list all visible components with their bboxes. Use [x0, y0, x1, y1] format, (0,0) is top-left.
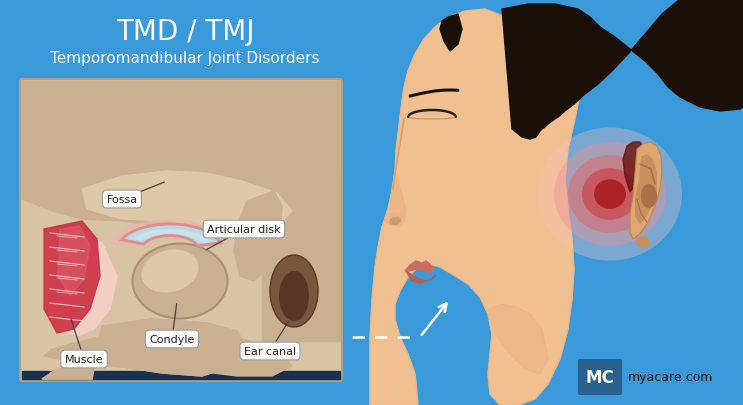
Text: Condyle: Condyle: [149, 304, 195, 344]
Polygon shape: [406, 271, 436, 284]
Text: MC: MC: [585, 368, 614, 386]
Polygon shape: [111, 220, 230, 247]
Text: Articular disk: Articular disk: [207, 224, 281, 250]
Polygon shape: [488, 304, 548, 374]
Text: Muscle: Muscle: [65, 319, 103, 364]
Polygon shape: [22, 371, 340, 379]
Ellipse shape: [554, 143, 666, 246]
Ellipse shape: [384, 213, 402, 226]
Polygon shape: [502, 0, 743, 140]
Text: Temporomandibular Joint Disorders: Temporomandibular Joint Disorders: [51, 50, 319, 65]
Polygon shape: [44, 329, 292, 376]
Ellipse shape: [279, 271, 309, 321]
Polygon shape: [623, 143, 645, 192]
Polygon shape: [44, 222, 100, 333]
Polygon shape: [42, 319, 247, 379]
Polygon shape: [630, 143, 662, 239]
Ellipse shape: [594, 180, 626, 209]
Ellipse shape: [389, 217, 401, 226]
Text: Ear canal: Ear canal: [244, 322, 296, 356]
Polygon shape: [370, 10, 582, 405]
Polygon shape: [262, 172, 340, 341]
Polygon shape: [122, 224, 221, 246]
Polygon shape: [42, 319, 247, 379]
FancyBboxPatch shape: [20, 80, 342, 381]
Polygon shape: [44, 226, 117, 336]
Polygon shape: [635, 155, 657, 224]
Ellipse shape: [538, 128, 682, 261]
Polygon shape: [133, 230, 211, 244]
Ellipse shape: [568, 156, 652, 233]
Polygon shape: [234, 192, 282, 281]
Text: myacare.com: myacare.com: [628, 371, 713, 384]
Polygon shape: [22, 82, 340, 230]
Ellipse shape: [636, 237, 650, 248]
Polygon shape: [82, 172, 292, 230]
Ellipse shape: [270, 256, 318, 327]
Polygon shape: [390, 172, 406, 228]
Text: Fossa: Fossa: [106, 183, 164, 205]
Ellipse shape: [582, 169, 638, 220]
Text: TMD / TMJ: TMD / TMJ: [116, 18, 254, 46]
Polygon shape: [440, 15, 462, 52]
Ellipse shape: [641, 185, 657, 209]
Polygon shape: [58, 226, 90, 296]
FancyBboxPatch shape: [578, 359, 622, 395]
Polygon shape: [405, 261, 434, 273]
Ellipse shape: [141, 250, 198, 293]
Ellipse shape: [132, 244, 227, 319]
